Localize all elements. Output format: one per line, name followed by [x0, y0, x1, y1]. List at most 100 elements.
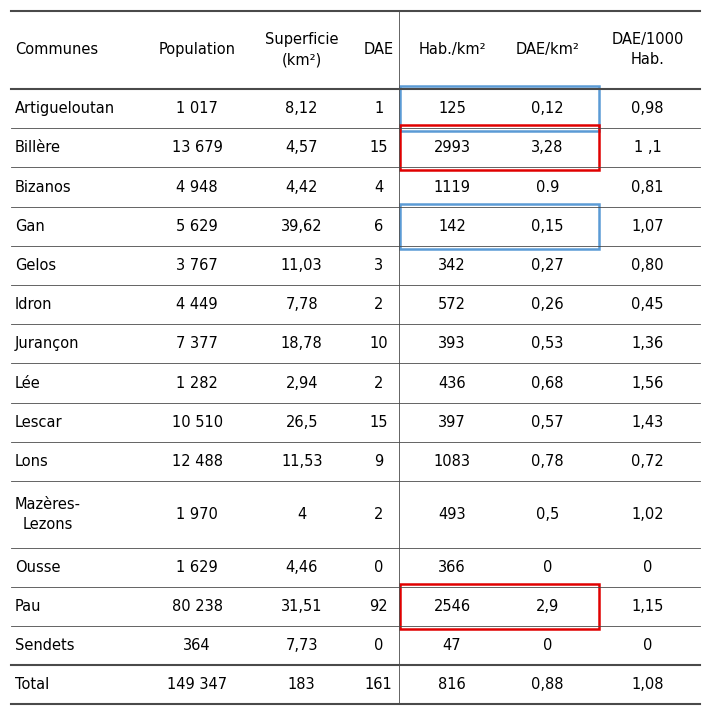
- Text: 1,02: 1,02: [631, 507, 664, 522]
- Text: 8,12: 8,12: [285, 101, 318, 116]
- Text: DAE/1000
Hab.: DAE/1000 Hab.: [612, 33, 684, 67]
- Text: 7 377: 7 377: [176, 336, 218, 351]
- Text: Gan: Gan: [15, 219, 44, 234]
- Text: 2: 2: [374, 507, 383, 522]
- Text: 7,78: 7,78: [285, 297, 318, 312]
- Text: 2993: 2993: [434, 140, 470, 155]
- Text: 7,73: 7,73: [285, 638, 318, 653]
- Text: 4,57: 4,57: [285, 140, 318, 155]
- Text: 0: 0: [543, 638, 552, 653]
- Text: 0,88: 0,88: [531, 678, 564, 692]
- Text: 572: 572: [438, 297, 466, 312]
- Text: 393: 393: [439, 336, 466, 351]
- Text: 125: 125: [438, 101, 466, 116]
- Text: 2,9: 2,9: [536, 599, 559, 614]
- Text: 2: 2: [374, 375, 383, 391]
- Text: 0: 0: [643, 560, 653, 575]
- Text: 1 ,1: 1 ,1: [634, 140, 662, 155]
- Text: 149 347: 149 347: [167, 678, 227, 692]
- Text: Sendets: Sendets: [15, 638, 74, 653]
- Text: Superficie
(km²): Superficie (km²): [265, 33, 339, 67]
- Bar: [401, 204, 599, 249]
- Text: 0.9: 0.9: [536, 180, 559, 195]
- Text: 1,36: 1,36: [631, 336, 664, 351]
- Text: Gelos: Gelos: [15, 258, 56, 273]
- Text: 12 488: 12 488: [172, 454, 222, 469]
- Text: Population: Population: [158, 42, 236, 57]
- Text: 5 629: 5 629: [176, 219, 218, 234]
- Text: 0: 0: [543, 560, 552, 575]
- Text: 3 767: 3 767: [176, 258, 218, 273]
- Text: 1,08: 1,08: [631, 678, 664, 692]
- Text: Hab./km²: Hab./km²: [418, 42, 486, 57]
- Text: 39,62: 39,62: [281, 219, 322, 234]
- Text: 183: 183: [288, 678, 315, 692]
- Text: 1: 1: [374, 101, 383, 116]
- Text: 0,12: 0,12: [531, 101, 564, 116]
- Text: 0: 0: [643, 638, 653, 653]
- Text: Lons: Lons: [15, 454, 49, 469]
- Text: 0,78: 0,78: [531, 454, 564, 469]
- Text: 2: 2: [374, 297, 383, 312]
- Text: Idron: Idron: [15, 297, 52, 312]
- Text: 493: 493: [439, 507, 466, 522]
- Text: 342: 342: [438, 258, 466, 273]
- Text: 436: 436: [439, 375, 466, 391]
- Text: 10 510: 10 510: [172, 415, 222, 430]
- Text: 0: 0: [374, 638, 383, 653]
- Bar: [401, 584, 599, 629]
- Text: 1,15: 1,15: [631, 599, 664, 614]
- Text: 0,15: 0,15: [531, 219, 564, 234]
- Bar: [401, 86, 599, 131]
- Text: 1 629: 1 629: [176, 560, 218, 575]
- Text: 0,98: 0,98: [631, 101, 664, 116]
- Text: 92: 92: [370, 599, 388, 614]
- Text: 1 017: 1 017: [176, 101, 218, 116]
- Text: Ousse: Ousse: [15, 560, 61, 575]
- Text: 15: 15: [370, 140, 388, 155]
- Text: DAE: DAE: [363, 42, 394, 57]
- Text: Total: Total: [15, 678, 49, 692]
- Text: 3: 3: [374, 258, 383, 273]
- Text: 364: 364: [183, 638, 211, 653]
- Text: 366: 366: [439, 560, 466, 575]
- Text: 4 449: 4 449: [177, 297, 218, 312]
- Text: 0,26: 0,26: [531, 297, 564, 312]
- Text: Bizanos: Bizanos: [15, 180, 71, 195]
- Text: 80 238: 80 238: [172, 599, 222, 614]
- Text: 161: 161: [365, 678, 393, 692]
- Text: 1,07: 1,07: [631, 219, 664, 234]
- Text: 1083: 1083: [434, 454, 470, 469]
- Text: Jurançon: Jurançon: [15, 336, 79, 351]
- Text: 1 282: 1 282: [176, 375, 218, 391]
- Text: 0,53: 0,53: [531, 336, 563, 351]
- Text: Artigueloutan: Artigueloutan: [15, 101, 115, 116]
- Text: Communes: Communes: [15, 42, 98, 57]
- Text: 4: 4: [297, 507, 306, 522]
- Text: 0,57: 0,57: [531, 415, 564, 430]
- Text: Billère: Billère: [15, 140, 61, 155]
- Text: 15: 15: [370, 415, 388, 430]
- Text: 3,28: 3,28: [531, 140, 563, 155]
- Text: Lescar: Lescar: [15, 415, 63, 430]
- Text: 11,53: 11,53: [281, 454, 322, 469]
- Text: 13 679: 13 679: [172, 140, 222, 155]
- Text: 4: 4: [374, 180, 383, 195]
- Text: 142: 142: [438, 219, 466, 234]
- Text: 4,42: 4,42: [285, 180, 318, 195]
- Text: 31,51: 31,51: [281, 599, 322, 614]
- Text: 2,94: 2,94: [285, 375, 318, 391]
- Text: 26,5: 26,5: [285, 415, 318, 430]
- Text: 0,68: 0,68: [531, 375, 564, 391]
- Text: 1119: 1119: [434, 180, 470, 195]
- Text: DAE/km²: DAE/km²: [515, 42, 579, 57]
- Text: 4 948: 4 948: [177, 180, 218, 195]
- Text: 1,43: 1,43: [631, 415, 664, 430]
- Text: 10: 10: [370, 336, 388, 351]
- Text: 9: 9: [374, 454, 383, 469]
- Text: 0,27: 0,27: [531, 258, 564, 273]
- Text: Pau: Pau: [15, 599, 42, 614]
- Text: 1 970: 1 970: [176, 507, 218, 522]
- Text: 47: 47: [443, 638, 461, 653]
- Text: 0,5: 0,5: [536, 507, 559, 522]
